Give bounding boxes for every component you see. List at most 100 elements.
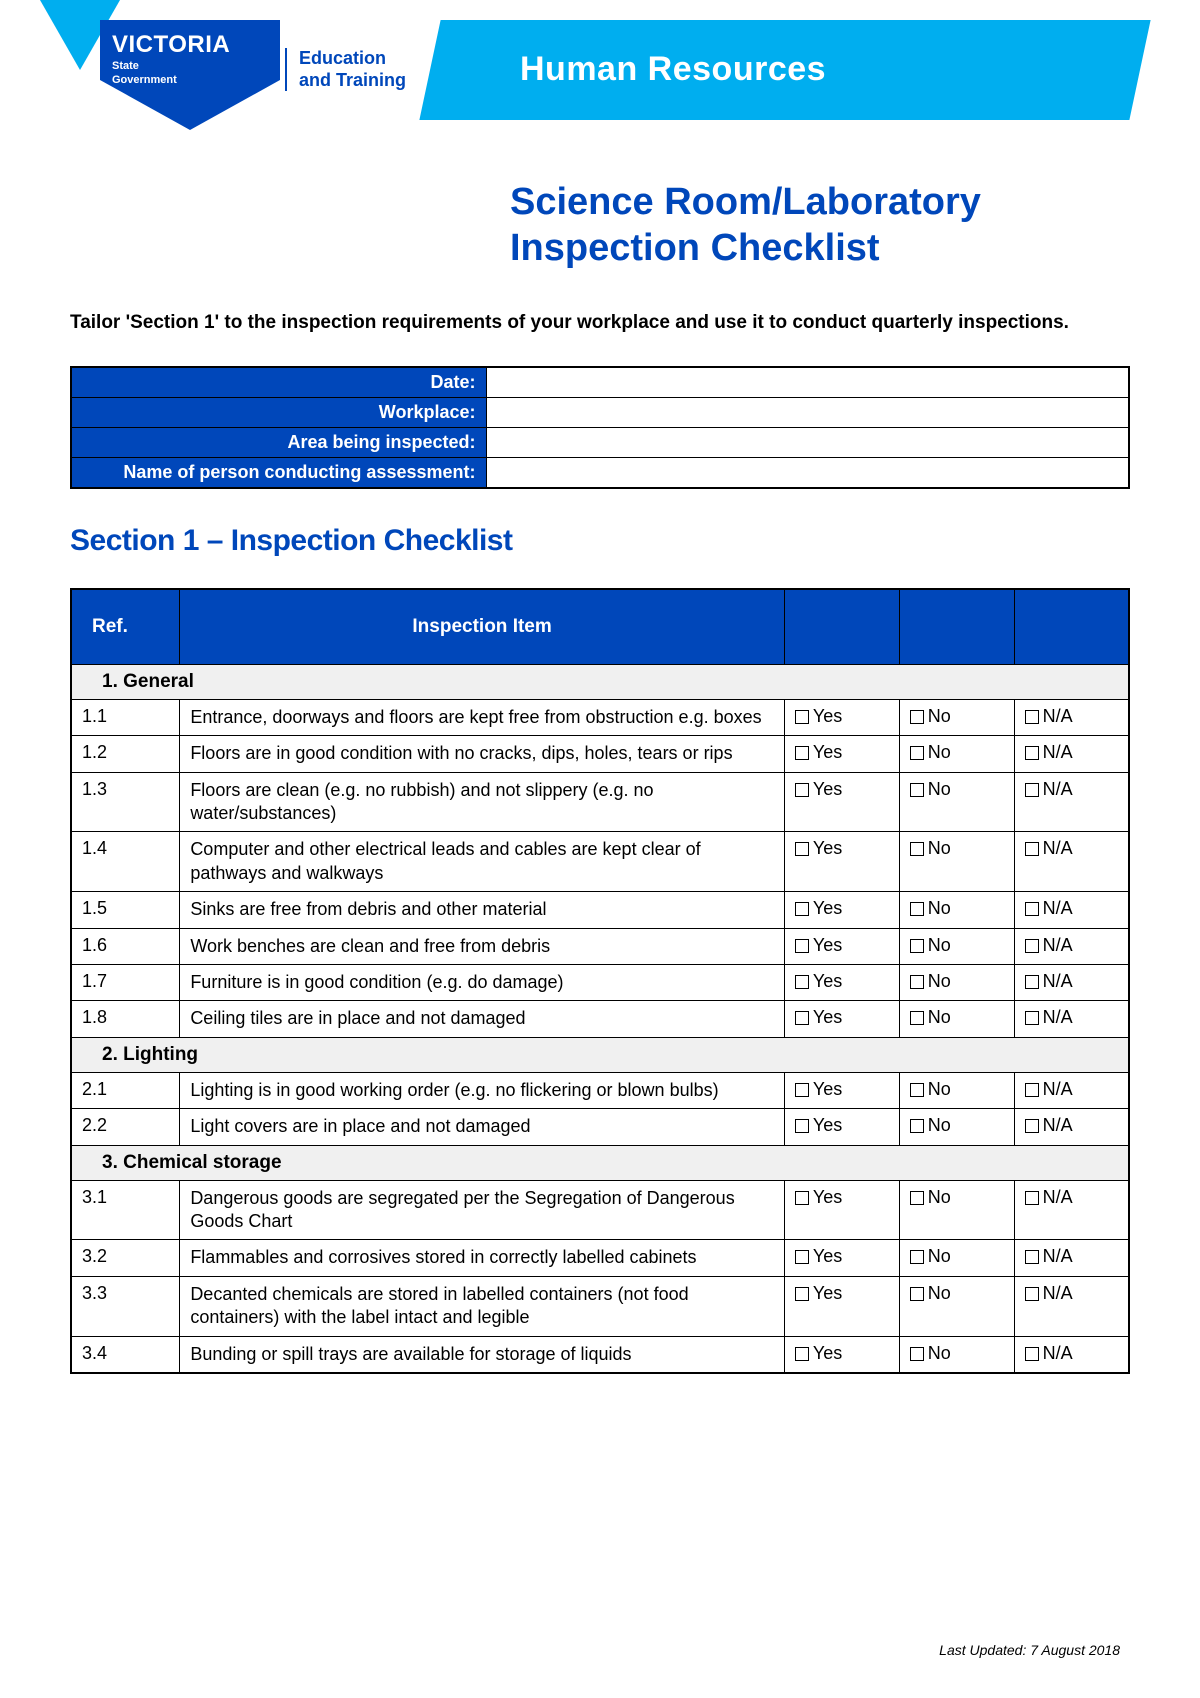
option-na[interactable]: N/A bbox=[1014, 965, 1129, 1001]
checkbox-icon[interactable] bbox=[795, 1083, 809, 1097]
option-yes[interactable]: Yes bbox=[784, 772, 899, 832]
option-na[interactable]: N/A bbox=[1014, 699, 1129, 735]
option-yes[interactable]: Yes bbox=[784, 1336, 899, 1373]
option-na[interactable]: N/A bbox=[1014, 736, 1129, 772]
checkbox-icon[interactable] bbox=[1025, 783, 1039, 797]
checklist-row: 1.7Furniture is in good condition (e.g. … bbox=[71, 965, 1129, 1001]
option-yes[interactable]: Yes bbox=[784, 928, 899, 964]
ref-cell: 1.7 bbox=[71, 965, 180, 1001]
option-yes[interactable]: Yes bbox=[784, 1180, 899, 1240]
checkbox-icon[interactable] bbox=[910, 1119, 924, 1133]
option-yes[interactable]: Yes bbox=[784, 1001, 899, 1037]
option-no[interactable]: No bbox=[899, 772, 1014, 832]
option-no[interactable]: No bbox=[899, 1001, 1014, 1037]
checkbox-icon[interactable] bbox=[795, 783, 809, 797]
option-no[interactable]: No bbox=[899, 1109, 1014, 1145]
option-na[interactable]: N/A bbox=[1014, 1240, 1129, 1276]
edu-line2: and Training bbox=[299, 70, 406, 92]
checkbox-icon[interactable] bbox=[1025, 746, 1039, 760]
option-yes[interactable]: Yes bbox=[784, 892, 899, 928]
checkbox-icon[interactable] bbox=[1025, 1119, 1039, 1133]
checkbox-icon[interactable] bbox=[910, 1347, 924, 1361]
checkbox-icon[interactable] bbox=[910, 902, 924, 916]
info-value[interactable] bbox=[486, 367, 1129, 398]
checkbox-icon[interactable] bbox=[1025, 1191, 1039, 1205]
checkbox-icon[interactable] bbox=[1025, 1083, 1039, 1097]
checkbox-icon[interactable] bbox=[795, 1347, 809, 1361]
checkbox-icon[interactable] bbox=[1025, 939, 1039, 953]
option-na[interactable]: N/A bbox=[1014, 1072, 1129, 1108]
checkbox-icon[interactable] bbox=[795, 939, 809, 953]
info-row: Area being inspected: bbox=[71, 427, 1129, 457]
option-no[interactable]: No bbox=[899, 1336, 1014, 1373]
option-yes[interactable]: Yes bbox=[784, 1240, 899, 1276]
option-no[interactable]: No bbox=[899, 1072, 1014, 1108]
hr-banner-text: Human Resources bbox=[520, 50, 826, 89]
checklist-row: 2.1Lighting is in good working order (e.… bbox=[71, 1072, 1129, 1108]
checkbox-icon[interactable] bbox=[795, 746, 809, 760]
option-no[interactable]: No bbox=[899, 832, 1014, 892]
option-no[interactable]: No bbox=[899, 928, 1014, 964]
intro-text: Tailor 'Section 1' to the inspection req… bbox=[70, 311, 1130, 336]
checkbox-icon[interactable] bbox=[910, 1083, 924, 1097]
checkbox-icon[interactable] bbox=[1025, 710, 1039, 724]
checkbox-icon[interactable] bbox=[910, 975, 924, 989]
checkbox-icon[interactable] bbox=[910, 783, 924, 797]
checkbox-icon[interactable] bbox=[910, 746, 924, 760]
checkbox-icon[interactable] bbox=[910, 1250, 924, 1264]
info-value[interactable] bbox=[486, 457, 1129, 488]
checkbox-icon[interactable] bbox=[795, 1011, 809, 1025]
option-no[interactable]: No bbox=[899, 1180, 1014, 1240]
option-yes[interactable]: Yes bbox=[784, 1276, 899, 1336]
info-value[interactable] bbox=[486, 427, 1129, 457]
option-yes[interactable]: Yes bbox=[784, 1072, 899, 1108]
checkbox-icon[interactable] bbox=[1025, 1287, 1039, 1301]
ref-cell: 1.6 bbox=[71, 928, 180, 964]
option-yes[interactable]: Yes bbox=[784, 1109, 899, 1145]
checkbox-icon[interactable] bbox=[910, 939, 924, 953]
option-no[interactable]: No bbox=[899, 1276, 1014, 1336]
option-no[interactable]: No bbox=[899, 965, 1014, 1001]
checkbox-icon[interactable] bbox=[795, 975, 809, 989]
checkbox-icon[interactable] bbox=[795, 902, 809, 916]
checkbox-icon[interactable] bbox=[1025, 902, 1039, 916]
option-no[interactable]: No bbox=[899, 1240, 1014, 1276]
option-na[interactable]: N/A bbox=[1014, 1109, 1129, 1145]
ref-cell: 1.5 bbox=[71, 892, 180, 928]
checkbox-icon[interactable] bbox=[1025, 1250, 1039, 1264]
checkbox-icon[interactable] bbox=[910, 1287, 924, 1301]
option-no[interactable]: No bbox=[899, 892, 1014, 928]
checkbox-icon[interactable] bbox=[795, 1119, 809, 1133]
info-value[interactable] bbox=[486, 397, 1129, 427]
option-na[interactable]: N/A bbox=[1014, 928, 1129, 964]
option-no[interactable]: No bbox=[899, 736, 1014, 772]
option-na[interactable]: N/A bbox=[1014, 1336, 1129, 1373]
checklist-table: Ref. Inspection Item 1. General1.1Entran… bbox=[70, 588, 1130, 1374]
checkbox-icon[interactable] bbox=[1025, 842, 1039, 856]
option-na[interactable]: N/A bbox=[1014, 892, 1129, 928]
checkbox-icon[interactable] bbox=[795, 1191, 809, 1205]
option-na[interactable]: N/A bbox=[1014, 1180, 1129, 1240]
checkbox-icon[interactable] bbox=[795, 1287, 809, 1301]
option-na[interactable]: N/A bbox=[1014, 772, 1129, 832]
checkbox-icon[interactable] bbox=[910, 842, 924, 856]
checkbox-icon[interactable] bbox=[1025, 1347, 1039, 1361]
checkbox-icon[interactable] bbox=[1025, 975, 1039, 989]
checklist-row: 3.3Decanted chemicals are stored in labe… bbox=[71, 1276, 1129, 1336]
option-yes[interactable]: Yes bbox=[784, 699, 899, 735]
checkbox-icon[interactable] bbox=[910, 1191, 924, 1205]
checkbox-icon[interactable] bbox=[1025, 1011, 1039, 1025]
option-na[interactable]: N/A bbox=[1014, 1276, 1129, 1336]
option-yes[interactable]: Yes bbox=[784, 832, 899, 892]
checkbox-icon[interactable] bbox=[795, 842, 809, 856]
checklist-row: 3.2Flammables and corrosives stored in c… bbox=[71, 1240, 1129, 1276]
option-no[interactable]: No bbox=[899, 699, 1014, 735]
checkbox-icon[interactable] bbox=[910, 1011, 924, 1025]
option-yes[interactable]: Yes bbox=[784, 965, 899, 1001]
checkbox-icon[interactable] bbox=[795, 1250, 809, 1264]
checkbox-icon[interactable] bbox=[910, 710, 924, 724]
option-na[interactable]: N/A bbox=[1014, 832, 1129, 892]
checkbox-icon[interactable] bbox=[795, 710, 809, 724]
option-na[interactable]: N/A bbox=[1014, 1001, 1129, 1037]
option-yes[interactable]: Yes bbox=[784, 736, 899, 772]
